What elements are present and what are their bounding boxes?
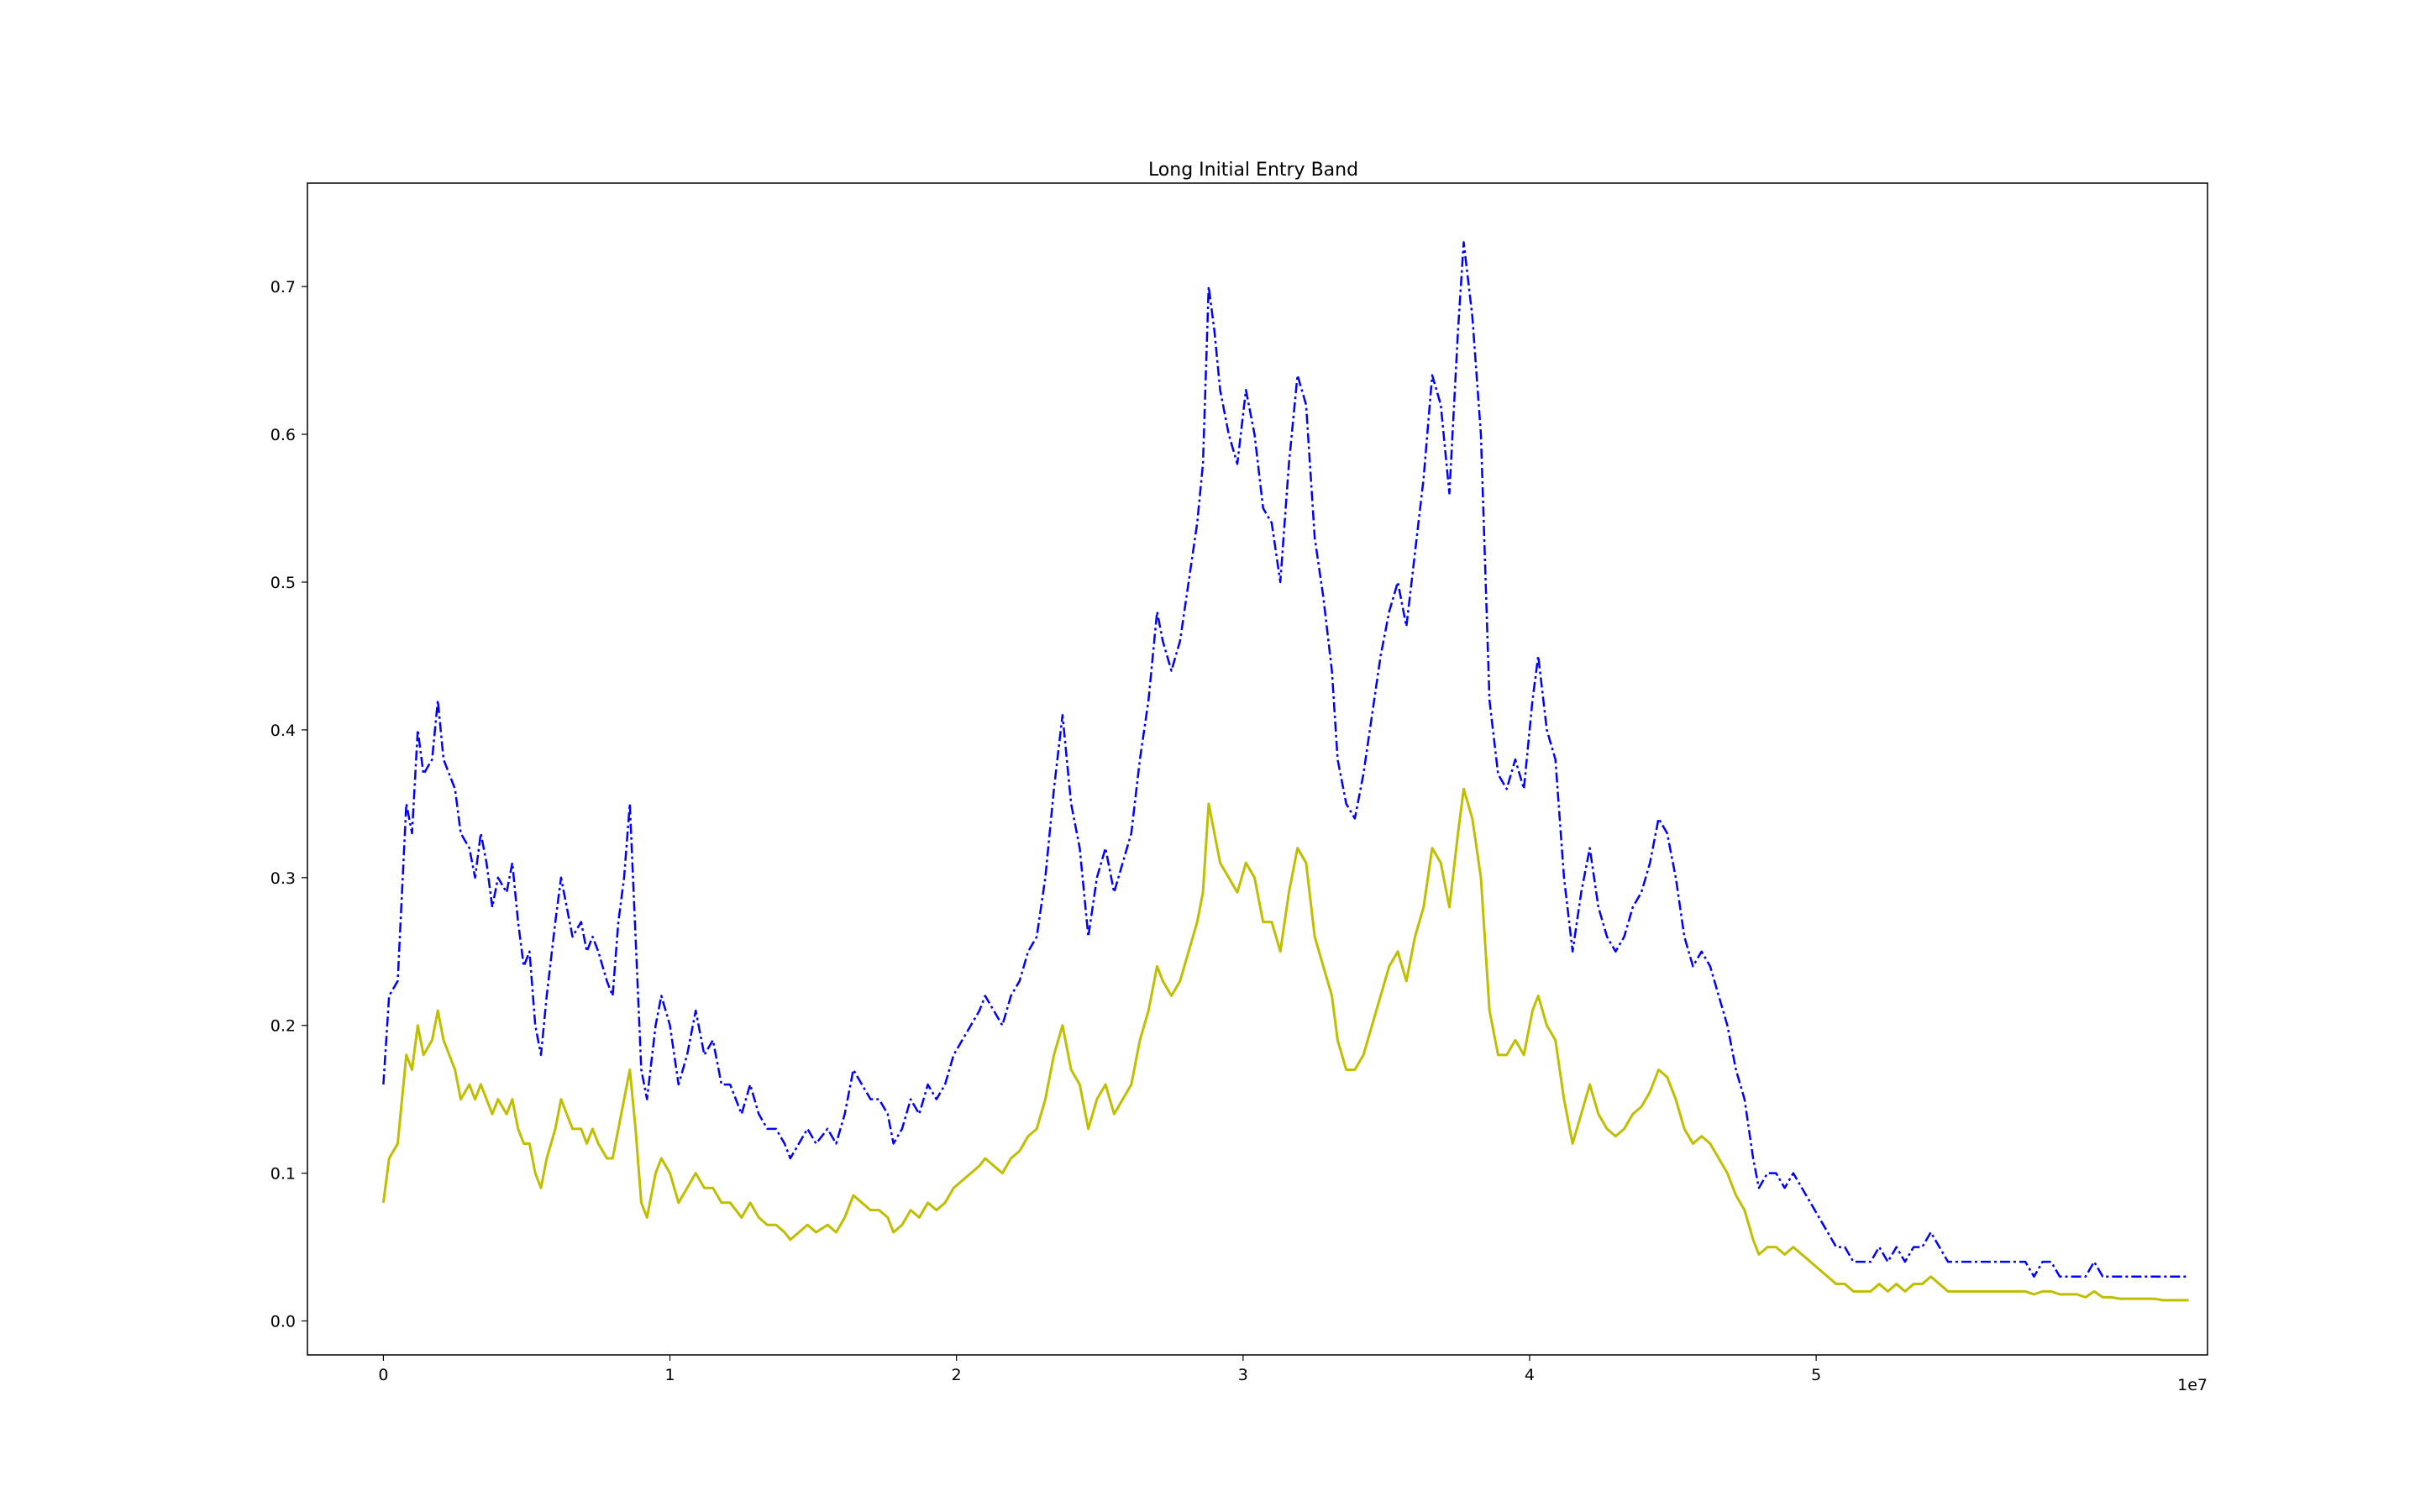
x-tick-label: 0 xyxy=(378,1366,388,1384)
x-tick-label: 5 xyxy=(1811,1366,1821,1384)
y-tick-label: 0.6 xyxy=(270,426,296,444)
y-tick-label: 0.0 xyxy=(270,1313,296,1331)
series-layer xyxy=(381,241,2189,1302)
y-tick-label: 0.3 xyxy=(270,869,296,888)
y-tick-label: 0.1 xyxy=(270,1165,296,1184)
y-tick-label: 0.4 xyxy=(270,722,296,740)
y-axis: 0.0 0.1 0.2 0.3 0.4 0.5 0.6 0.7 xyxy=(270,278,307,1331)
x-axis: 0 1 2 3 4 5 xyxy=(378,1355,1821,1384)
y-tick-label: 0.5 xyxy=(270,574,296,592)
x-offset-label: 1e7 xyxy=(2177,1376,2208,1394)
y-tick-label: 0.7 xyxy=(270,278,296,297)
chart-title: Long Initial Entry Band xyxy=(1148,160,1358,181)
x-tick-label: 3 xyxy=(1238,1366,1248,1384)
x-tick-label: 4 xyxy=(1525,1366,1535,1384)
x-tick-label: 1 xyxy=(664,1366,675,1384)
x-tick-label: 2 xyxy=(952,1366,962,1384)
y-tick-label: 0.2 xyxy=(270,1017,296,1036)
series-line-2 xyxy=(381,787,2189,1302)
series-line-1 xyxy=(382,241,2189,1278)
axes-frame xyxy=(307,182,2208,1356)
